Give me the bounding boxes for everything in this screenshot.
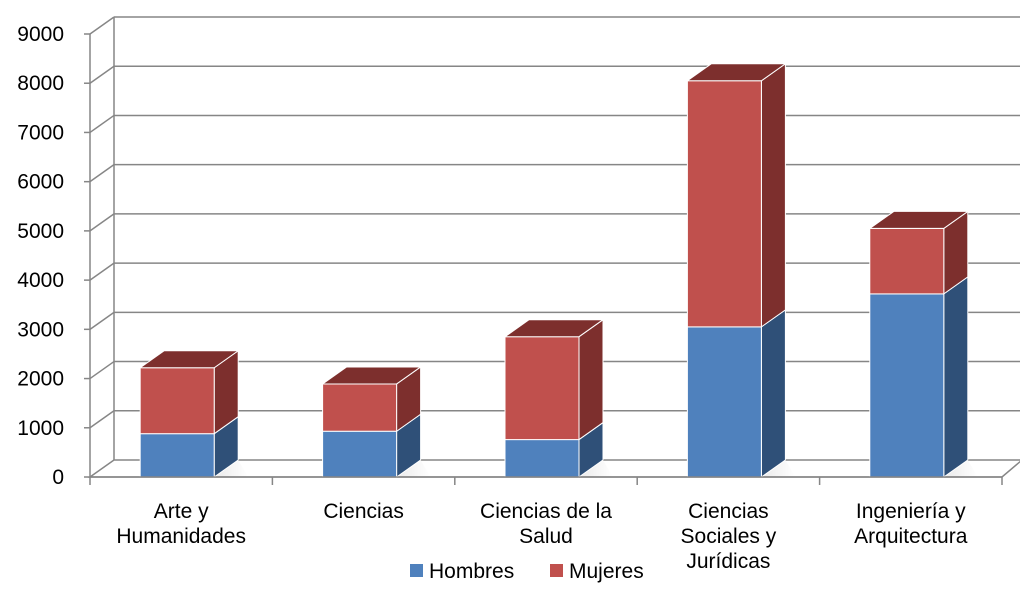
bar-side-mujeres <box>578 318 604 441</box>
bar-hombres <box>504 439 580 478</box>
bar-hombres <box>322 430 398 478</box>
bar-mujeres <box>869 227 945 295</box>
y-tick-label: 6000 <box>17 171 64 194</box>
bar-mujeres <box>322 383 398 432</box>
y-tick-label: 0 <box>52 466 64 489</box>
bar-shadow <box>873 460 978 477</box>
legend-swatch-hombres <box>410 564 423 577</box>
y-tick-label: 8000 <box>17 72 64 95</box>
gridline-side <box>89 213 115 232</box>
legend-label-hombres: Hombres <box>429 560 514 583</box>
bar-shadow <box>144 460 249 477</box>
gridline-side <box>89 164 115 183</box>
bar-top <box>685 63 787 82</box>
bar-shadow <box>326 460 431 477</box>
bars <box>138 62 978 478</box>
bar-side-mujeres <box>760 62 786 328</box>
x-tick-label: Arte y Humanidades <box>116 500 246 548</box>
y-tick-label: 1000 <box>17 417 64 440</box>
legend-label-mujeres: Mujeres <box>569 560 644 583</box>
y-tick-label: 4000 <box>17 269 64 292</box>
bar-top <box>868 210 970 229</box>
gridline-side <box>89 65 115 84</box>
y-axis: 0 1000 2000 3000 4000 5000 6000 7000 8000 9000 <box>17 23 91 489</box>
y-tick-label: 3000 <box>17 318 64 341</box>
bar-mujeres <box>139 367 215 435</box>
bar-top <box>138 350 240 369</box>
x-axis: Arte y Humanidades Ciencias Ciencias de la S… <box>89 476 1003 573</box>
bar-mujeres <box>504 336 580 441</box>
gridline-side <box>89 360 115 380</box>
y-tick-label: 9000 <box>17 23 64 46</box>
gridline-side <box>89 410 115 429</box>
x-tick-label: Ciencias de la Salud <box>480 500 612 548</box>
x-tick-label: Ciencias Sociales y Jurídicas <box>681 500 777 573</box>
gridline-side <box>89 262 115 281</box>
bar-hombres <box>869 293 945 478</box>
legend-swatch-mujeres <box>550 564 563 577</box>
x-tick-label: Ciencias <box>323 500 404 523</box>
bar-shadow <box>509 460 613 477</box>
bar-hombres <box>686 326 762 478</box>
bar-side-hombres <box>943 275 969 478</box>
bar-shadow <box>691 460 796 477</box>
bar-side-hombres <box>760 308 786 478</box>
bar-top <box>503 319 605 338</box>
legend: Hombres Mujeres <box>410 560 644 583</box>
gridline-side <box>89 114 115 134</box>
bar-top <box>321 366 423 385</box>
gridline-side <box>89 16 115 35</box>
x-tick-label: Ingeniería y Arquitectura <box>854 500 968 548</box>
bar-hombres <box>139 433 215 478</box>
y-tick-label: 5000 <box>17 220 64 243</box>
y-tick-label: 2000 <box>17 368 64 391</box>
gridline-side <box>89 311 115 330</box>
bar-mujeres <box>686 80 762 328</box>
y-tick-label: 7000 <box>17 121 64 144</box>
